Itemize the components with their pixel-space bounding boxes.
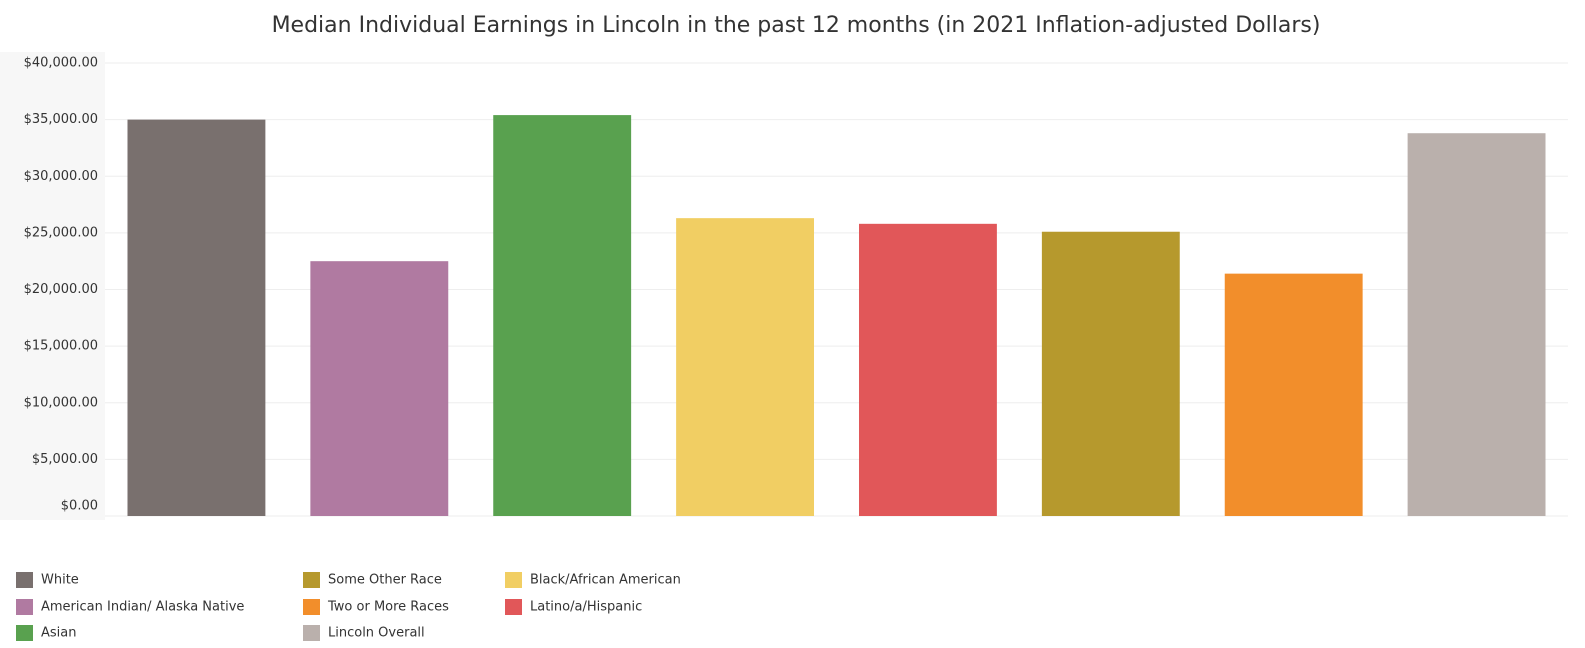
- legend-label: Some Other Race: [328, 573, 442, 588]
- legend-label: Asian: [41, 626, 76, 641]
- legend-label: Lincoln Overall: [328, 626, 425, 641]
- legend-label: Two or More Races: [327, 600, 449, 615]
- bar: [676, 218, 815, 516]
- bar: [1041, 231, 1180, 516]
- bar: [858, 223, 997, 516]
- bar: [493, 115, 632, 516]
- legend-swatch: [303, 572, 320, 588]
- y-tick-label: $10,000.00: [24, 395, 98, 410]
- y-tick-label: $40,000.00: [24, 56, 98, 71]
- chart-title: Median Individual Earnings in Lincoln in…: [272, 13, 1321, 38]
- legend-swatch: [505, 572, 522, 588]
- bar: [310, 261, 449, 516]
- legend-label: Latino/a/Hispanic: [530, 600, 642, 615]
- bar: [1407, 133, 1546, 516]
- legend-swatch: [303, 599, 320, 615]
- y-tick-label: $20,000.00: [24, 282, 98, 297]
- bar: [127, 119, 266, 516]
- legend-swatch: [16, 625, 33, 641]
- legend-swatch: [303, 625, 320, 641]
- bar: [1224, 273, 1363, 516]
- y-tick-label: $5,000.00: [32, 452, 98, 467]
- legend-swatch: [16, 572, 33, 588]
- axis-band: [0, 52, 105, 520]
- y-tick-label: $25,000.00: [24, 225, 98, 240]
- legend-swatch: [16, 599, 33, 615]
- legend-swatch: [505, 599, 522, 615]
- y-tick-label: $30,000.00: [24, 169, 98, 184]
- y-tick-label: $15,000.00: [24, 339, 98, 354]
- legend-label: White: [41, 573, 79, 588]
- legend-label: Black/African American: [530, 573, 681, 588]
- legend-label: American Indian/ Alaska Native: [41, 600, 244, 615]
- y-tick-label: $35,000.00: [24, 112, 98, 127]
- y-tick-label: $0.00: [61, 499, 98, 514]
